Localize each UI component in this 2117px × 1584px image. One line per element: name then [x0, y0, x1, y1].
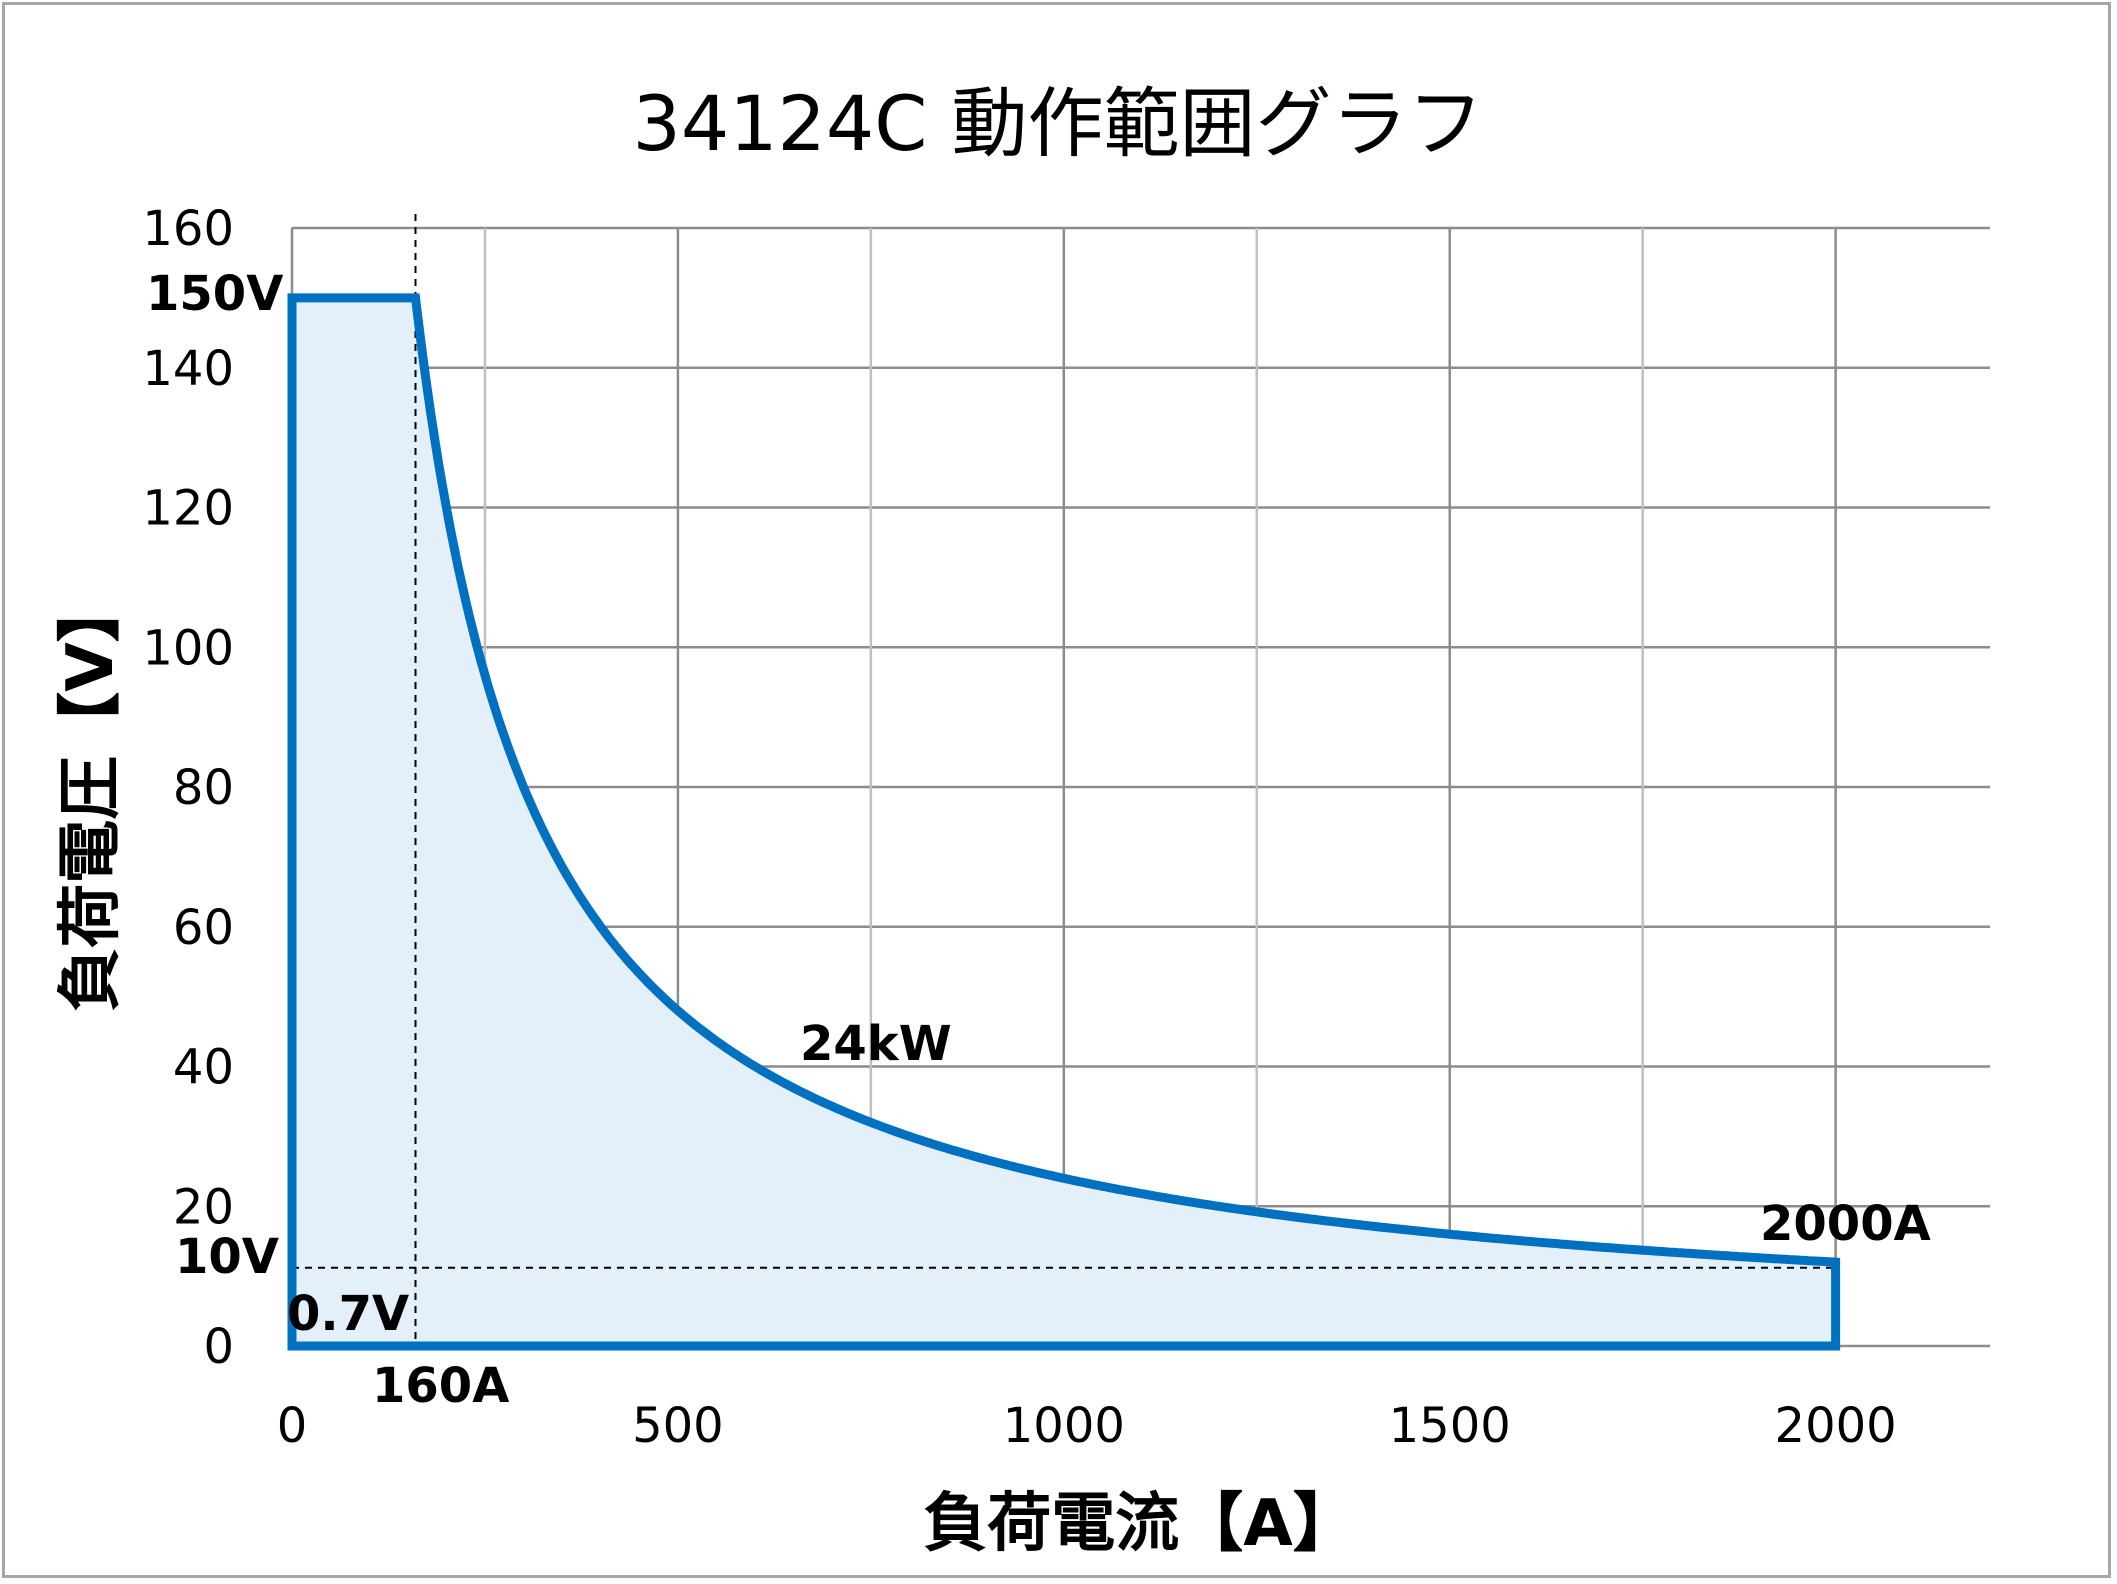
reference-lines — [292, 214, 1836, 1346]
x-tick-label: 2000 — [1775, 1398, 1897, 1454]
y-tick-label: 100 — [142, 620, 234, 676]
y-tick-label: 160 — [142, 201, 234, 257]
y-tick-label: 60 — [173, 900, 234, 956]
y-axis-label: 負荷電圧【V】 — [54, 578, 128, 1012]
y-tick-label: 120 — [142, 481, 234, 537]
x-tick-label: 500 — [632, 1398, 724, 1454]
annotation-label: 10V — [175, 1229, 279, 1285]
annotation-label: 160A — [372, 1358, 509, 1414]
y-tick-label: 20 — [173, 1179, 234, 1235]
annotation-label: 2000A — [1760, 1196, 1931, 1252]
operating-limit-line — [287, 293, 1841, 1351]
x-tick-label: 0 — [277, 1398, 308, 1454]
x-axis-label: 負荷電流【A】 — [923, 1487, 1357, 1561]
y-tick-label: 140 — [142, 341, 234, 397]
operating-area — [292, 297, 1836, 1346]
tick-labels: 0 20 40 60 80 100 120 140 160 0 500 1000 1500 2000 — [142, 201, 1896, 1454]
annotation-label: 24kW — [800, 1016, 952, 1072]
x-tick-label: 1500 — [1389, 1398, 1511, 1454]
annotation-label: 0.7V — [287, 1286, 409, 1342]
x-tick-label: 1000 — [1003, 1398, 1125, 1454]
y-tick-label: 0 — [203, 1319, 234, 1375]
y-tick-label: 80 — [173, 760, 234, 816]
annotation-label: 150V — [146, 266, 283, 322]
y-tick-label: 40 — [173, 1040, 234, 1096]
chart-title: 34124C 動作範囲グラフ — [633, 79, 1484, 168]
